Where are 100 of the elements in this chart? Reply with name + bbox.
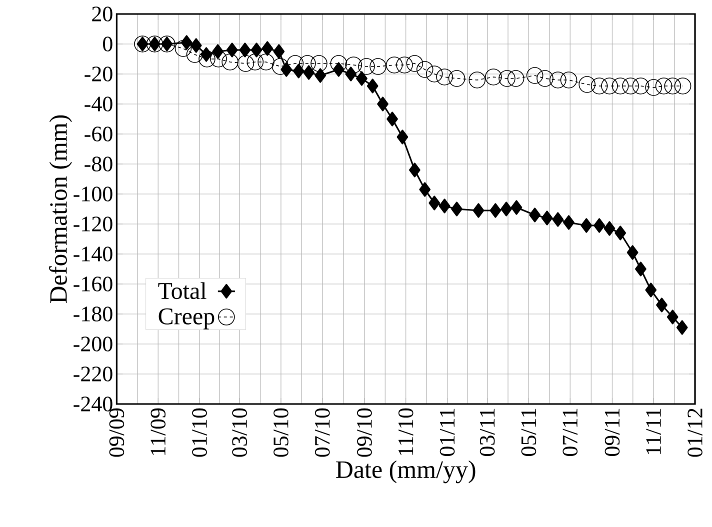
point [674,78,692,94]
point [656,298,668,312]
x-tick-label: 11/10 [398,408,414,455]
x-tick-label: 09/10 [357,408,372,457]
x-tick-label: 09/11 [604,408,620,456]
x-tick-label: 01/12 [688,408,702,457]
point [612,78,629,94]
point [303,65,314,80]
point [146,36,164,52]
point [578,76,596,93]
point [358,58,375,75]
point [370,58,386,75]
y-axis-title: Deformation (mm) [49,115,72,304]
point [222,54,238,70]
point [314,68,326,83]
point [198,50,216,68]
point [273,44,285,59]
point [406,55,424,72]
point [299,55,316,72]
point [428,196,440,210]
y-tick-label: -220 [74,366,112,382]
point [536,70,554,87]
point [239,42,251,58]
point [386,112,398,126]
legend-label: Total [158,282,206,300]
point [345,66,357,82]
point [451,202,462,216]
point [149,36,160,52]
point [468,72,486,88]
y-tick-label: -100 [74,186,112,202]
point [377,96,388,112]
point [632,78,650,94]
point [174,40,192,57]
point [626,245,638,260]
point [552,212,564,227]
y-tick-label: 20 [92,6,112,22]
x-tick-label: 03/10 [232,408,247,457]
point [655,78,672,94]
point [286,55,304,72]
point [237,55,254,72]
x-tick-label: 01/11 [440,408,455,456]
point [594,218,605,233]
point [645,79,662,96]
y-tick-label: -20 [84,66,112,82]
x-tick-label: 07/10 [314,408,330,457]
y-tick-label: 0 [103,36,112,52]
x-tick-label: 07/11 [562,408,578,456]
point [345,56,362,74]
point [409,162,420,178]
y-tick-label: -80 [84,156,112,172]
y-tick-label: -140 [74,246,112,262]
point [448,70,466,87]
point [190,38,202,53]
point [560,72,578,88]
point [580,218,592,233]
point [426,66,443,82]
point [622,78,639,94]
y-tick-label: -200 [74,336,112,352]
point [396,130,408,144]
point [396,56,413,74]
point [645,282,657,298]
point [666,310,678,324]
point [614,226,626,240]
point [438,198,450,214]
point [472,203,484,218]
point [541,210,553,226]
point [210,50,227,68]
x-axis-title: Date (mm/yy) [336,460,476,484]
x-tick-label: 01/10 [192,408,207,457]
point [500,202,512,216]
x-tick-label: 05/10 [274,408,288,457]
point [498,70,516,87]
point [262,41,274,56]
point [310,55,328,72]
point [366,78,378,94]
x-tick-label: 11/11 [646,408,661,454]
point [330,55,348,72]
point [246,54,264,70]
point [529,208,540,222]
point [419,182,431,197]
point [590,78,608,94]
point [416,61,434,78]
point [186,46,204,63]
point [550,72,566,88]
x-tick-label: 11/09 [150,408,166,455]
y-tick-label: -120 [74,216,112,232]
point [563,215,574,230]
legend-label: Creep [158,308,214,330]
point [258,54,274,70]
y-tick-label: -60 [84,126,112,142]
point [485,68,502,86]
point [676,320,688,335]
y-tick-label: -40 [84,96,112,112]
point [226,42,238,58]
point [490,203,502,218]
point [510,200,522,215]
y-tick-label: -160 [74,276,112,292]
point [664,78,682,94]
point [601,78,618,94]
x-tick-label: 03/11 [480,408,495,456]
